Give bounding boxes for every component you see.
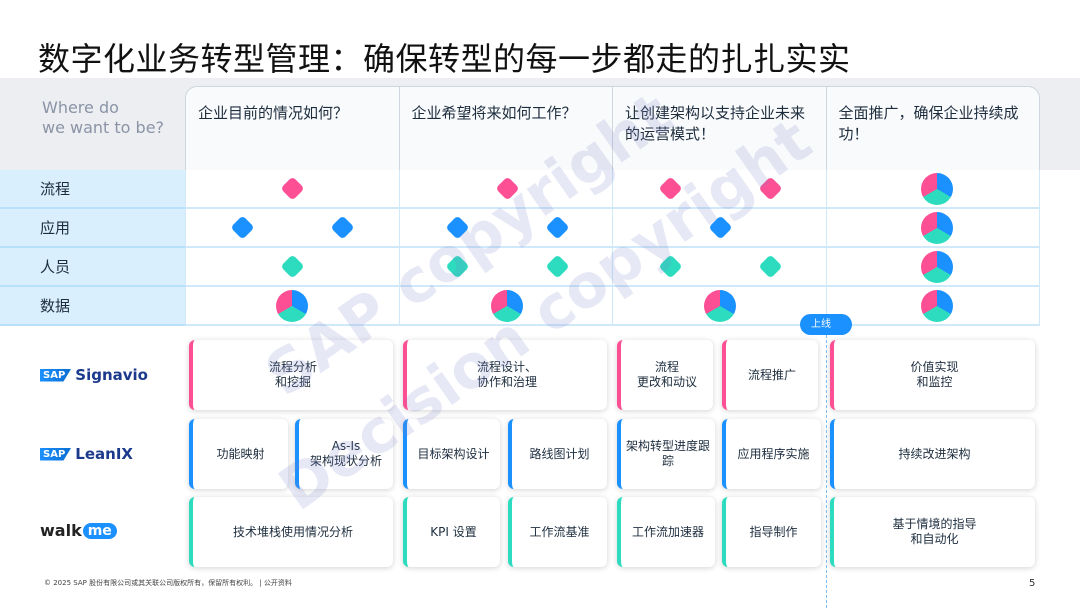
leanix-card: 目标架构设计 (403, 419, 500, 489)
column-headers: 企业目前的情况如何？ 企业希望将来如何工作？ 让创建架构以支持企业未来的运营模式… (185, 86, 1040, 170)
row-label-people: 人员 (0, 248, 185, 287)
process-diamond-icon (758, 176, 783, 201)
grid-cell (613, 209, 827, 246)
leanix-card: 路线图计划 (508, 419, 607, 489)
signavio-card: 流程 更改和动议 (617, 340, 713, 410)
row-label-data: 数据 (0, 287, 185, 326)
application-diamond-icon (444, 215, 470, 240)
data-pie-icon (920, 251, 953, 283)
grid-row (185, 248, 1040, 287)
milestone-line (826, 335, 827, 608)
grid-cell (186, 170, 400, 207)
walkme-card: 技术堆栈使用情况分析 (189, 497, 393, 567)
people-diamond-icon (758, 254, 783, 279)
grid-cell (827, 209, 1040, 246)
sap-mark: SAP (40, 368, 72, 382)
grid-row (185, 170, 1040, 209)
sap-mark: SAP (40, 447, 72, 461)
walkme-walk: walk (40, 521, 82, 540)
signavio-card: 价值实现 和监控 (830, 340, 1035, 410)
walkme-card: 指导制作 (722, 497, 821, 567)
data-pie-icon (276, 290, 308, 322)
column-header: 让创建架构以支持企业未来的运营模式！ (613, 87, 827, 170)
application-diamond-icon (230, 215, 255, 240)
people-diamond-icon (658, 254, 683, 279)
walkme-logo: walk me (40, 521, 117, 540)
grid-cell (400, 248, 613, 285)
people-diamond-icon (544, 254, 570, 279)
data-pie-icon (920, 290, 953, 322)
grid-cell (186, 287, 400, 324)
data-pie-icon (920, 173, 953, 205)
leanix-card: 功能映射 (189, 419, 288, 489)
grid-cell (613, 170, 827, 207)
process-diamond-icon (280, 176, 305, 201)
grid-cell (827, 287, 1040, 324)
grid-cell (827, 248, 1040, 285)
people-diamond-icon (444, 254, 470, 279)
footer-copyright: © 2025 SAP 股份有限公司或其关联公司版权所有，保留所有权利。 | 公开… (44, 579, 292, 587)
grid-cell (400, 209, 613, 246)
grid-cell (186, 209, 400, 246)
signavio-card: 流程分析 和挖掘 (189, 340, 393, 410)
signavio-name: Signavio (75, 366, 148, 384)
grid-cell (400, 287, 613, 324)
walkme-card: 基于情境的指导 和自动化 (830, 497, 1035, 567)
application-diamond-icon (708, 215, 733, 240)
leanix-card: 架构转型进度跟踪 (617, 419, 715, 489)
grid-row (185, 287, 1040, 326)
signavio-card: 流程推广 (722, 340, 818, 410)
walkme-card: 工作流基准 (508, 497, 607, 567)
signavio-card: 流程设计、 协作和治理 (403, 340, 607, 410)
process-diamond-icon (658, 176, 683, 201)
column-header: 企业希望将来如何工作？ (400, 87, 613, 170)
application-diamond-icon (544, 215, 570, 240)
walkme-card: 工作流加速器 (617, 497, 715, 567)
page-title: 数字化业务转型管理：确保转型的每一步都走的扎扎实实 (38, 40, 851, 78)
where-label: Where do we want to be? (42, 98, 165, 137)
row-label-process: 流程 (0, 170, 185, 209)
grid-cell (400, 170, 613, 207)
column-header: 企业目前的情况如何？ (186, 87, 400, 170)
leanix-card: 应用程序实施 (722, 419, 821, 489)
walkme-me: me (82, 522, 117, 539)
grid-cell (613, 287, 827, 324)
leanix-card: As-Is 架构现状分析 (295, 419, 393, 489)
column-header: 全面推广，确保企业持续成功！ (838, 104, 1019, 143)
people-diamond-icon (280, 254, 305, 279)
grid-cell (827, 170, 1040, 207)
data-pie-icon (704, 290, 736, 322)
milestone-go-live: 上线 (800, 314, 852, 335)
grid-cell (186, 248, 400, 285)
grid-cell (613, 248, 827, 285)
signavio-logo: SAP Signavio (40, 366, 148, 384)
data-pie-icon (920, 212, 953, 244)
row-label-application: 应用 (0, 209, 185, 248)
leanix-card: 持续改进架构 (830, 419, 1035, 489)
process-diamond-icon (494, 176, 520, 201)
page-number: 5 (1029, 578, 1036, 589)
walkme-card: KPI 设置 (403, 497, 500, 567)
grid-row (185, 209, 1040, 248)
application-diamond-icon (330, 215, 355, 240)
leanix-logo: SAP LeanIX (40, 445, 133, 463)
data-pie-icon (490, 290, 523, 322)
leanix-name: LeanIX (75, 445, 133, 463)
